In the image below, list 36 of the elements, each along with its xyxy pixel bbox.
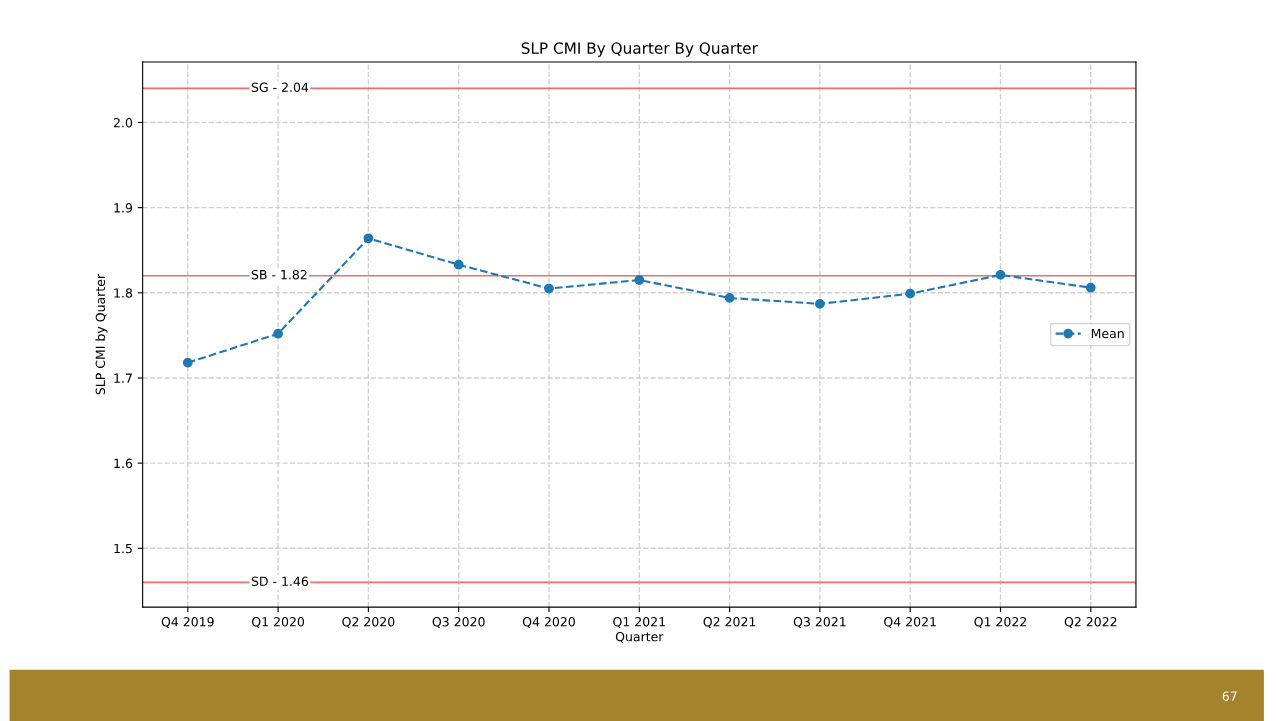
x-tick-label: Q4 2021 — [884, 617, 936, 628]
x-tick-label: Q2 2020 — [342, 617, 395, 628]
point — [905, 288, 916, 299]
x-tick-label: Q1 2022 — [974, 617, 1027, 628]
chart-title: SLP CMI By Quarter By Quarter — [521, 42, 758, 57]
y-tick-label: 1.8 — [114, 288, 133, 298]
x-tick-label: Q4 2020 — [522, 617, 575, 628]
ref-line-label: SG - 2.04 — [251, 82, 309, 93]
x-tick-label: Q1 2021 — [613, 617, 665, 628]
x-tick-label: Q2 2022 — [1064, 617, 1117, 628]
point — [995, 270, 1006, 280]
x-tick-label: Q1 2020 — [252, 617, 305, 628]
x-tick-label: Q3 2020 — [432, 617, 485, 628]
ref-line-label: SB - 1.82 — [251, 269, 307, 280]
point — [724, 293, 735, 303]
y-tick-label: 1.7 — [114, 373, 132, 383]
point — [273, 328, 283, 339]
x-tick-label: Q4 2019 — [161, 617, 214, 628]
point — [453, 259, 464, 270]
ref-line-label: SD - 1.46 — [251, 576, 309, 587]
y-tick-label: 1.9 — [114, 203, 133, 213]
point — [634, 275, 645, 285]
point — [182, 357, 193, 368]
y-tick-label: 1.5 — [114, 543, 132, 554]
point — [815, 299, 825, 309]
y-tick-label: 2.0 — [113, 117, 133, 128]
legend-label: Mean — [1091, 328, 1124, 339]
y-tick-label: 1.6 — [114, 458, 133, 469]
point — [363, 233, 374, 244]
point — [544, 283, 554, 294]
x-tick-label: Q3 2021 — [793, 617, 846, 628]
text: 67 — [1222, 691, 1237, 701]
point — [1085, 282, 1096, 293]
x-tick-label: Q2 2021 — [703, 617, 756, 628]
y-axis-title: SLP CMI by Quarter — [95, 273, 108, 395]
x-axis-title: Quarter — [615, 631, 664, 643]
